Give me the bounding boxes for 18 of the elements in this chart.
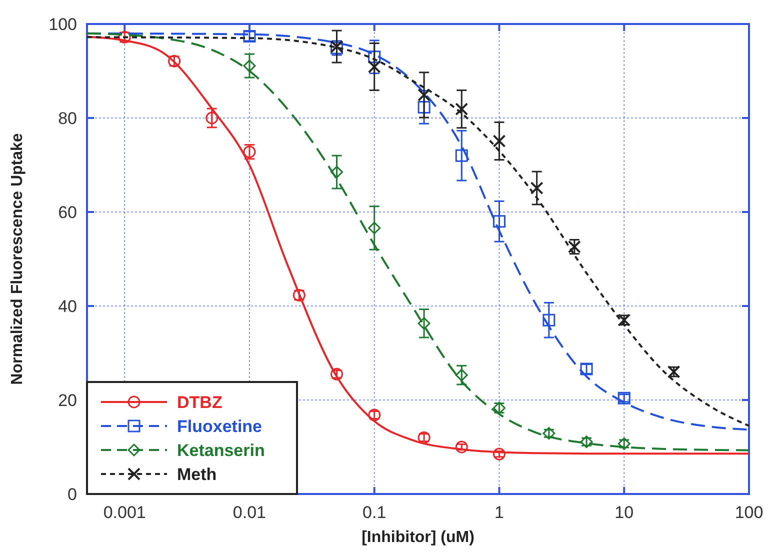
legend-label: DTBZ	[177, 393, 222, 412]
x-tick-label: 10	[614, 503, 634, 522]
y-tick-label: 20	[58, 391, 77, 410]
legend-label: Ketanserin	[177, 441, 265, 460]
y-tick-label: 100	[48, 15, 77, 34]
y-tick-label: 40	[58, 297, 77, 316]
legend-label: Meth	[177, 465, 217, 484]
y-axis-title: Normalized Fluorescence Uptake	[9, 133, 26, 385]
x-tick-label: 1	[494, 503, 504, 522]
legend-label: Fluoxetine	[177, 417, 262, 436]
y-tick-label: 80	[58, 109, 77, 128]
x-tick-label: 100	[734, 503, 764, 522]
x-tick-label: 0.01	[232, 503, 266, 522]
y-tick-label: 60	[58, 203, 77, 222]
y-tick-label: 0	[68, 485, 77, 504]
x-tick-label: 0.1	[362, 503, 386, 522]
x-tick-label: 0.001	[103, 503, 146, 522]
x-axis-title: [Inhibitor] (uM)	[362, 529, 474, 546]
